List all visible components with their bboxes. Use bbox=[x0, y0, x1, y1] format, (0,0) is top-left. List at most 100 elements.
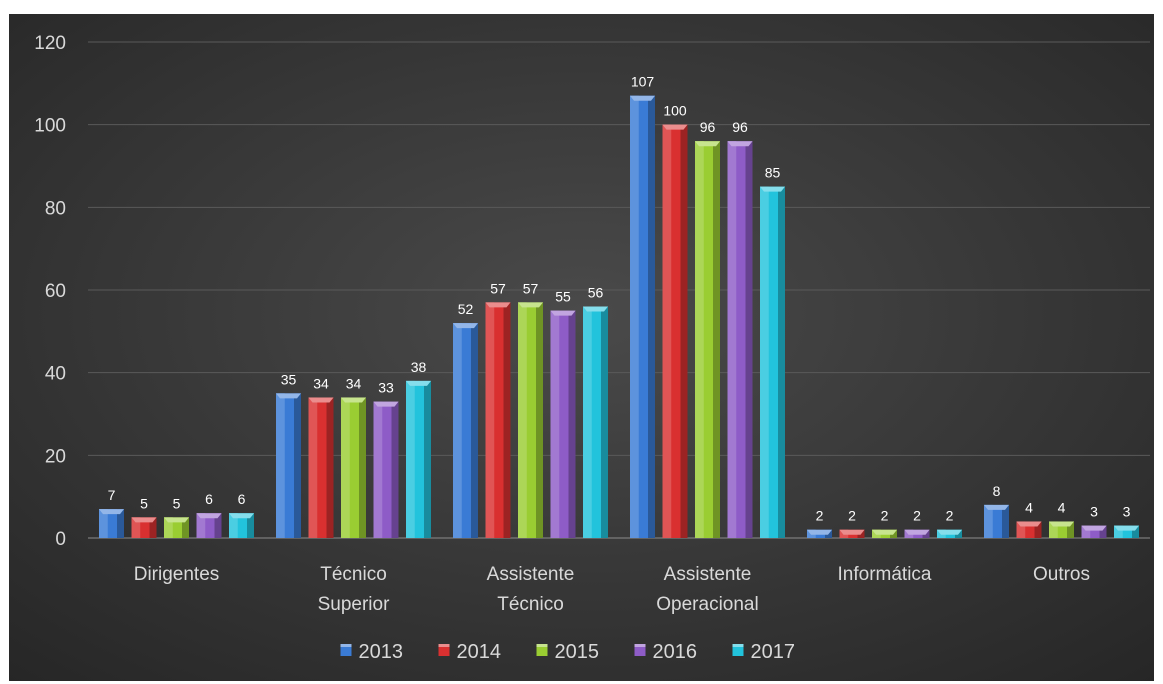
bar-cap bbox=[630, 96, 655, 101]
bar-highlight bbox=[486, 302, 495, 538]
data-label: 34 bbox=[346, 375, 362, 391]
bar-highlight bbox=[309, 397, 318, 538]
bar-highlight bbox=[583, 307, 592, 538]
bar bbox=[99, 509, 124, 538]
data-label: 4 bbox=[1058, 499, 1066, 515]
bar-shade bbox=[648, 96, 655, 538]
bar bbox=[453, 323, 478, 538]
bar bbox=[1017, 521, 1042, 538]
bar-shade bbox=[681, 125, 688, 538]
bar bbox=[197, 513, 222, 538]
bar-shade bbox=[294, 393, 301, 538]
data-label: 56 bbox=[588, 285, 604, 301]
bar bbox=[630, 96, 655, 538]
bar bbox=[551, 311, 576, 538]
data-label: 35 bbox=[281, 371, 297, 387]
data-label: 107 bbox=[631, 74, 655, 90]
category-label: Informática bbox=[838, 564, 932, 585]
bar-shade bbox=[327, 397, 334, 538]
bar-highlight bbox=[518, 302, 527, 538]
bar-cap bbox=[937, 530, 962, 535]
y-tick-label: 20 bbox=[45, 446, 66, 467]
bar bbox=[583, 307, 608, 538]
bar bbox=[374, 402, 399, 538]
bar bbox=[807, 530, 832, 538]
bar bbox=[840, 530, 865, 538]
legend-swatch-cap bbox=[439, 644, 450, 647]
data-label: 100 bbox=[663, 103, 687, 119]
y-tick-label: 80 bbox=[45, 198, 66, 219]
bar-shade bbox=[471, 323, 478, 538]
data-label: 34 bbox=[313, 375, 329, 391]
bar bbox=[518, 302, 543, 538]
y-tick-label: 120 bbox=[34, 33, 66, 54]
legend-label: 2014 bbox=[457, 641, 502, 663]
data-label: 2 bbox=[946, 508, 954, 524]
bar-highlight bbox=[630, 96, 639, 538]
bar bbox=[276, 393, 301, 538]
data-label: 96 bbox=[700, 119, 716, 135]
data-label: 2 bbox=[848, 508, 856, 524]
bar-highlight bbox=[551, 311, 560, 538]
bar bbox=[309, 397, 334, 538]
bar-cap bbox=[872, 530, 897, 535]
bar-shade bbox=[504, 302, 511, 538]
data-label: 5 bbox=[140, 495, 148, 511]
legend-swatch-cap bbox=[341, 644, 352, 647]
data-label: 33 bbox=[378, 380, 394, 396]
legend-label: 2013 bbox=[359, 641, 404, 663]
legend-label: 2015 bbox=[555, 641, 600, 663]
bar-shade bbox=[569, 311, 576, 538]
bar-cap bbox=[453, 323, 478, 328]
data-label: 38 bbox=[411, 359, 427, 375]
bar-cap bbox=[760, 187, 785, 192]
bar-cap bbox=[807, 530, 832, 535]
legend-label: 2016 bbox=[653, 641, 698, 663]
bar-cap bbox=[663, 125, 688, 130]
bar bbox=[905, 530, 930, 538]
bar-shade bbox=[713, 141, 720, 538]
data-label: 2 bbox=[913, 508, 921, 524]
y-tick-label: 60 bbox=[45, 281, 66, 302]
data-label: 3 bbox=[1090, 504, 1098, 520]
bar bbox=[341, 397, 366, 538]
bar bbox=[760, 187, 785, 538]
data-label: 96 bbox=[732, 119, 748, 135]
y-tick-label: 0 bbox=[55, 529, 66, 550]
category-label: Dirigentes bbox=[134, 564, 220, 585]
bar-shade bbox=[536, 302, 543, 538]
bar-cap bbox=[1082, 526, 1107, 531]
bar-highlight bbox=[453, 323, 462, 538]
bar bbox=[1114, 526, 1139, 538]
bar bbox=[229, 513, 254, 538]
data-label: 57 bbox=[490, 280, 506, 296]
bar bbox=[1049, 521, 1074, 538]
bar-cap bbox=[486, 302, 511, 307]
bar-shade bbox=[359, 397, 366, 538]
bar bbox=[1082, 526, 1107, 538]
bar bbox=[663, 125, 688, 538]
data-label: 52 bbox=[458, 301, 474, 317]
bar-cap bbox=[551, 311, 576, 316]
bar-cap bbox=[905, 530, 930, 535]
bar-cap bbox=[695, 141, 720, 146]
y-tick-label: 100 bbox=[34, 116, 66, 137]
data-label: 7 bbox=[108, 487, 116, 503]
bar bbox=[728, 141, 753, 538]
data-label: 85 bbox=[765, 165, 781, 181]
data-label: 3 bbox=[1123, 504, 1131, 520]
bar-shade bbox=[778, 187, 785, 538]
bar-cap bbox=[164, 517, 189, 522]
bar-cap bbox=[1114, 526, 1139, 531]
category-label: Outros bbox=[1033, 564, 1090, 585]
data-label: 55 bbox=[555, 289, 571, 305]
bar-highlight bbox=[374, 402, 383, 538]
bar-highlight bbox=[760, 187, 769, 538]
bar-cap bbox=[840, 530, 865, 535]
data-label: 4 bbox=[1025, 499, 1033, 515]
data-label: 2 bbox=[881, 508, 889, 524]
bar-highlight bbox=[663, 125, 672, 538]
bar-cap bbox=[309, 397, 334, 402]
